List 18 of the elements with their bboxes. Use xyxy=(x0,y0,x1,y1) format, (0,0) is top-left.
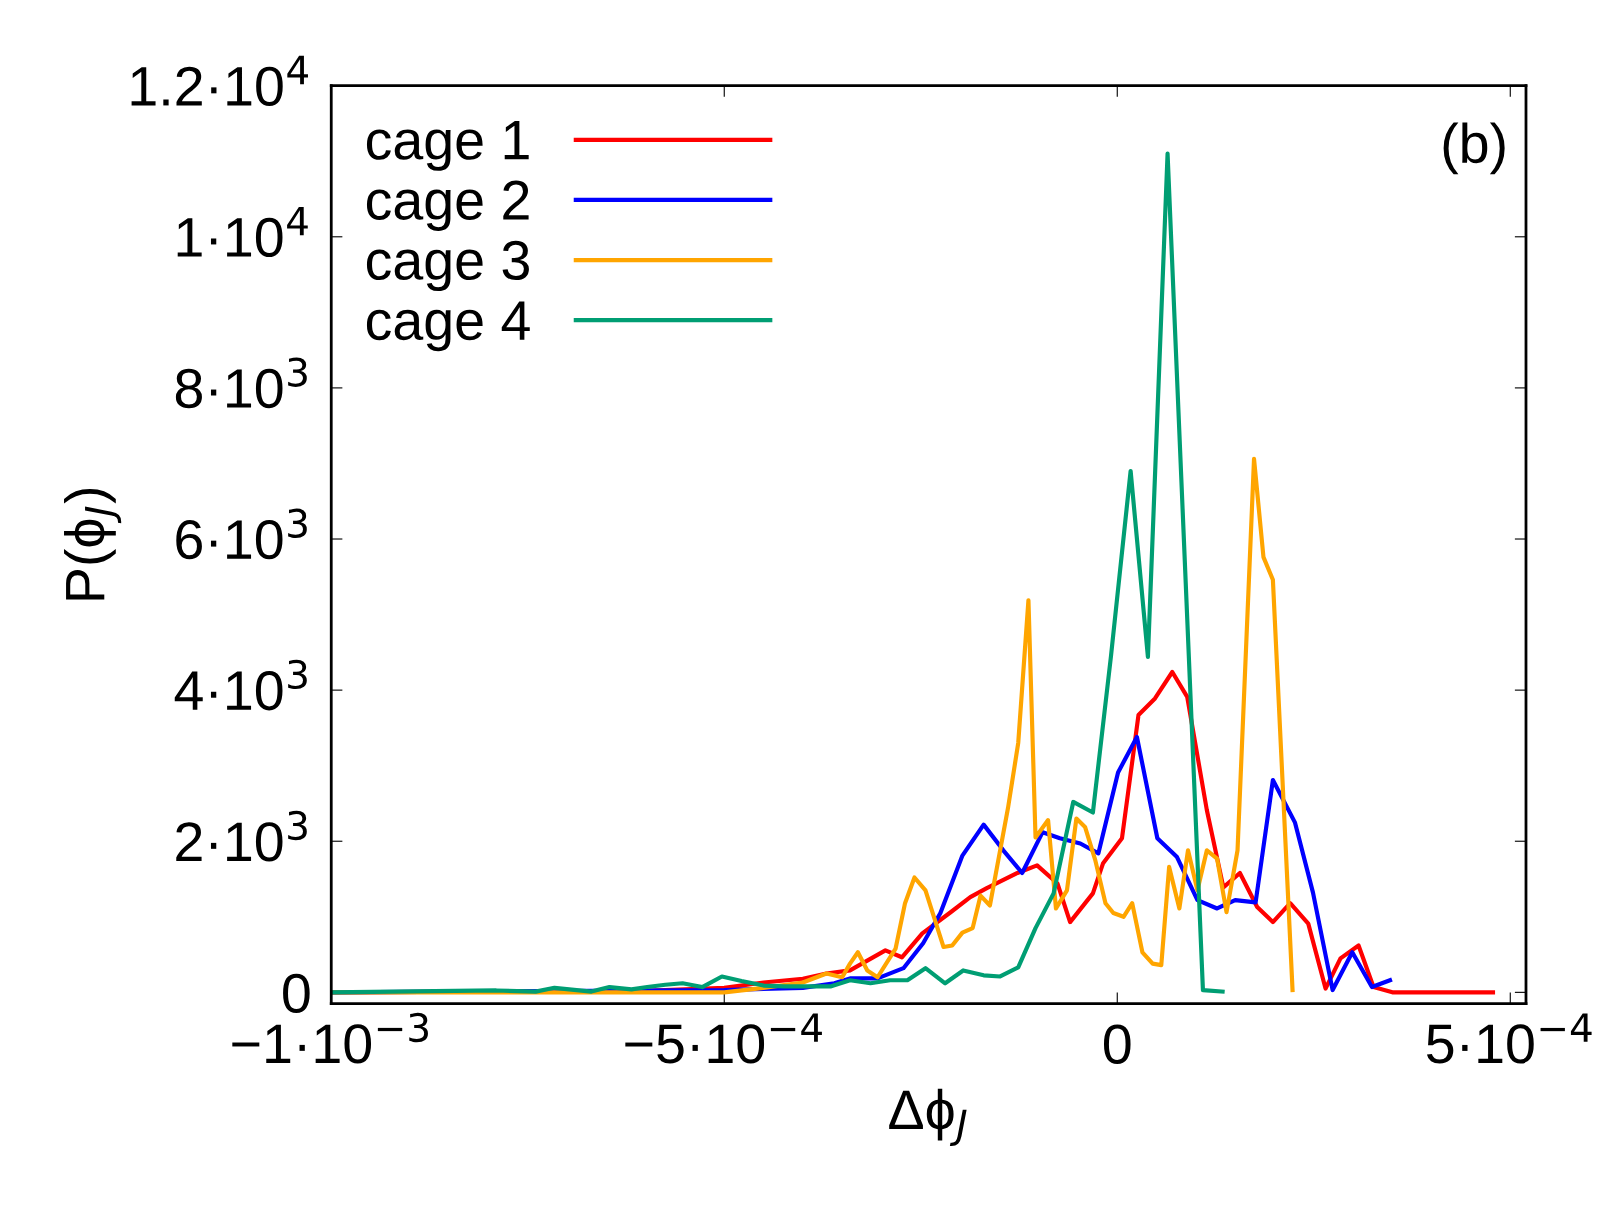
y-tick-label: 4·10$^{3}$ xyxy=(174,659,307,711)
x-tick-label: 0 xyxy=(1103,1024,1131,1064)
x-tick-label: −1·10$^{−3}$ xyxy=(232,1012,428,1064)
legend-label: cage 2 xyxy=(366,180,529,231)
x-axis-title: Δϕ$_{J}$ xyxy=(889,1088,967,1146)
y-axis-title: P(ϕ$_{J}$) xyxy=(64,488,122,600)
x-tick-label: −5·10$^{−4}$ xyxy=(625,1013,822,1064)
y-tick-label: 1·10$^{4}$ xyxy=(177,206,308,258)
legend-label: cage 4 xyxy=(366,301,530,352)
y-tick-label: 6·10$^{3}$ xyxy=(176,508,307,560)
legend-label: cage 1 xyxy=(366,121,529,171)
y-tick-label: 2·10$^{3}$ xyxy=(176,810,307,862)
y-tick-label: 0 xyxy=(283,973,310,1014)
annotation: (b) xyxy=(1443,122,1505,175)
y-tick-label: 1.2·10$^{4}$ xyxy=(131,55,308,106)
legend-label: cage 3 xyxy=(366,240,529,292)
y-tick-label: 8·10$^{3}$ xyxy=(175,357,307,409)
x-tick-label: 5·10$^{−4}$ xyxy=(1426,1013,1592,1064)
